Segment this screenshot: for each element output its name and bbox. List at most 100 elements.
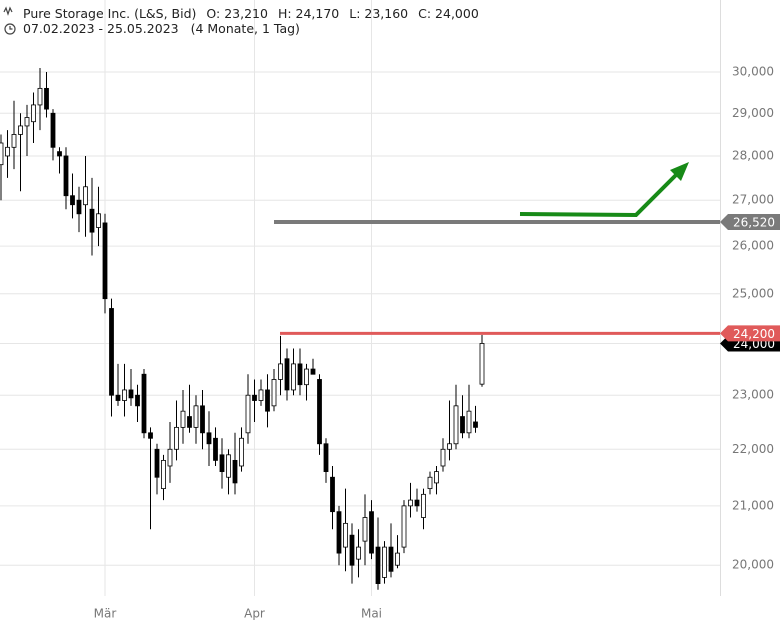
candle-body bbox=[102, 222, 108, 300]
candle-body bbox=[440, 448, 446, 467]
quote-close: C: 24,000 bbox=[418, 6, 479, 21]
quote-low: L: 23,160 bbox=[349, 6, 408, 21]
candle-body bbox=[479, 343, 485, 385]
x-tick-label: Mai bbox=[361, 607, 382, 621]
y-tick-label: 22,000 bbox=[732, 442, 774, 456]
candle-body bbox=[323, 443, 329, 473]
candle-body bbox=[206, 432, 212, 445]
candle-body bbox=[174, 426, 179, 450]
candle-body bbox=[161, 459, 166, 490]
candle-body bbox=[193, 405, 199, 428]
candle-body bbox=[70, 195, 75, 206]
candle-body bbox=[187, 416, 192, 428]
candle-body bbox=[401, 505, 407, 548]
candle-body bbox=[434, 471, 439, 484]
candle-body bbox=[460, 416, 465, 434]
x-tick-label: Mär bbox=[94, 607, 117, 621]
candle-body bbox=[258, 389, 264, 401]
candle-body bbox=[271, 379, 277, 407]
annotation-arrowhead bbox=[670, 162, 689, 181]
candle-body bbox=[122, 389, 127, 401]
candle-body bbox=[310, 368, 316, 375]
candle-body bbox=[356, 546, 361, 560]
level-tag bbox=[720, 325, 780, 342]
candle-body bbox=[50, 112, 56, 148]
period: 07.02.2023 - 25.05.2023 bbox=[23, 21, 179, 36]
quote-open: O: 23,210 bbox=[206, 6, 268, 21]
candle-body bbox=[330, 476, 335, 513]
candle-body bbox=[5, 146, 10, 157]
x-tick-label: Apr bbox=[244, 607, 265, 621]
candle-body bbox=[11, 134, 17, 148]
y-tick-label: 21,000 bbox=[732, 498, 774, 512]
annotation-arrow bbox=[519, 169, 682, 218]
candle-body bbox=[180, 410, 186, 428]
candle-body bbox=[343, 522, 348, 548]
candle-body bbox=[447, 443, 452, 450]
candle-body bbox=[96, 213, 101, 228]
quote-high: H: 24,170 bbox=[278, 6, 339, 21]
candle-body bbox=[37, 87, 43, 106]
candle-body bbox=[154, 448, 160, 478]
candle-body bbox=[252, 394, 257, 401]
level-label: 24,200 bbox=[733, 327, 775, 341]
candle-body bbox=[239, 437, 244, 467]
period-line: 07.02.2023 - 25.05.2023 (4 Monate, 1 Tag… bbox=[23, 21, 300, 36]
y-tick-label: 29,000 bbox=[732, 106, 774, 120]
candle-body bbox=[362, 517, 368, 542]
candle-body bbox=[317, 379, 322, 445]
candle-body bbox=[382, 546, 387, 578]
title: Pure Storage Inc. (L&S, Bid) bbox=[23, 6, 196, 21]
candle-body bbox=[63, 155, 69, 197]
level-label: 26,520 bbox=[733, 216, 775, 230]
candle-body bbox=[304, 368, 309, 386]
y-tick-label: 27,000 bbox=[732, 193, 774, 207]
candle-body bbox=[388, 546, 394, 572]
candle-body bbox=[76, 199, 82, 215]
candle-body bbox=[128, 389, 134, 399]
candle-body bbox=[421, 493, 426, 518]
y-tick-label: 26,000 bbox=[732, 239, 774, 253]
candle-body bbox=[200, 405, 205, 434]
candle-body bbox=[24, 117, 30, 127]
clock-hand bbox=[9, 26, 13, 30]
candle-body bbox=[44, 87, 49, 110]
y-tick-label: 23,000 bbox=[732, 388, 774, 402]
candles bbox=[0, 68, 485, 590]
header-line: Pure Storage Inc. (L&S, Bid) O: 23,210 H… bbox=[23, 6, 479, 21]
candle-body bbox=[213, 437, 218, 461]
candle-body bbox=[284, 358, 290, 391]
candle-body bbox=[83, 186, 88, 206]
y-tick-label: 20,000 bbox=[732, 558, 774, 572]
candle-body bbox=[453, 405, 459, 445]
candle-body bbox=[245, 394, 251, 434]
candle-body bbox=[219, 454, 225, 473]
candle-body bbox=[349, 534, 355, 566]
candle-body bbox=[414, 499, 420, 507]
candle-body bbox=[427, 476, 433, 490]
candle-body bbox=[141, 373, 147, 434]
candle-body bbox=[232, 459, 238, 484]
y-tick-label: 25,000 bbox=[732, 286, 774, 300]
candle-body bbox=[297, 363, 303, 386]
y-tick-label: 28,000 bbox=[732, 148, 774, 162]
candle-body bbox=[89, 208, 95, 233]
candle-body bbox=[167, 448, 173, 467]
chart-icon bbox=[3, 6, 13, 16]
candle-body bbox=[375, 546, 381, 584]
y-tick-label: 30,000 bbox=[732, 65, 774, 79]
candle-body bbox=[31, 104, 36, 123]
candle-body bbox=[466, 410, 472, 434]
candle-body bbox=[115, 394, 121, 401]
candle-body bbox=[18, 125, 23, 135]
candle-body bbox=[265, 389, 270, 412]
candle-body bbox=[226, 454, 231, 478]
level-tag bbox=[720, 214, 780, 231]
candle-body bbox=[135, 394, 140, 407]
candle-body bbox=[278, 363, 283, 380]
clock-icon bbox=[4, 23, 16, 35]
candle-body bbox=[395, 552, 400, 566]
